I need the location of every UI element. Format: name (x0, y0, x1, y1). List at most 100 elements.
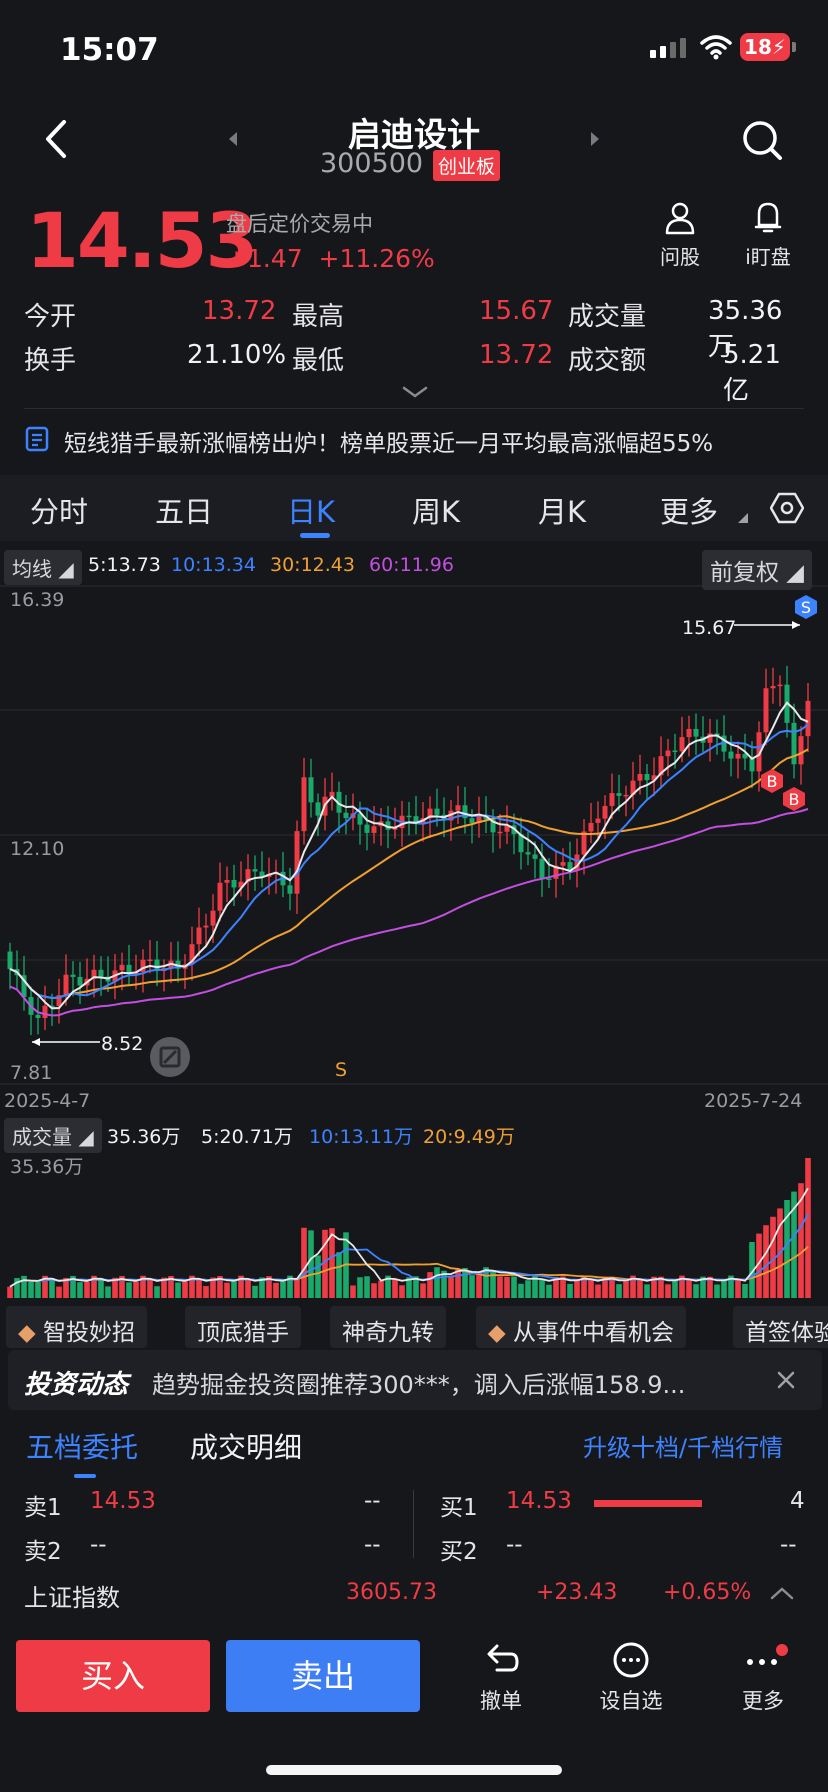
volume-bar (413, 1276, 419, 1298)
invest-news[interactable]: 投资动态 趋势掘金投资圈推荐300***，调入后涨幅158.9... (8, 1350, 822, 1410)
volume-bar (581, 1275, 587, 1298)
candle-body (672, 750, 678, 753)
adjust-selector[interactable]: 前复权 ◢ (702, 550, 812, 590)
volume-bar (301, 1227, 307, 1298)
expand-chevron-icon[interactable] (402, 385, 428, 399)
volume-bar (651, 1276, 657, 1298)
close-icon[interactable] (776, 1370, 796, 1390)
more-dots-icon (747, 1644, 788, 1665)
volume-bar (259, 1277, 265, 1298)
volume-bar (322, 1229, 328, 1298)
candle-body (308, 777, 314, 803)
open-label: 今开 (24, 302, 77, 332)
high-marker-label: 15.67 (682, 617, 737, 639)
chip-event-chance[interactable]: ◆ 从事件中看机会 (476, 1306, 687, 1348)
volume-bar (553, 1276, 559, 1298)
buy-button[interactable]: 买入 (16, 1640, 210, 1712)
volume-selector[interactable]: 成交量 ◢ (4, 1118, 102, 1153)
candle-body (749, 758, 755, 772)
candle-body (91, 969, 97, 979)
add-watchlist-button[interactable]: 设自选 (586, 1640, 676, 1715)
volume-bar (210, 1277, 216, 1298)
chip-top-bottom[interactable]: 顶底猎手 (185, 1306, 301, 1348)
next-stock-icon[interactable] (588, 130, 602, 148)
search-icon[interactable] (740, 118, 786, 164)
volume-bar (21, 1275, 27, 1298)
ma-selector[interactable]: 均线 ◢ (4, 550, 82, 585)
index-ticker[interactable]: 上证指数 3605.73 +23.43 +0.65% (0, 1568, 828, 1618)
monitor-button[interactable]: i盯盘 (740, 200, 796, 270)
amount-value: 5.21亿 (723, 340, 781, 406)
candle-body (238, 881, 244, 888)
tab-monthly-k[interactable]: 月K (538, 495, 587, 529)
volume-bar (168, 1276, 174, 1298)
tab-trade-detail[interactable]: 成交明细 (190, 1431, 303, 1464)
buy1-volume: 4 (790, 1488, 805, 1514)
monitor-label: i盯盘 (745, 245, 791, 269)
volume-chart[interactable]: 35.36万 (0, 1148, 828, 1300)
volume-bar (700, 1276, 706, 1298)
candle-body (777, 684, 783, 687)
volume-bar (280, 1281, 286, 1298)
volume-bar (98, 1278, 104, 1298)
tab-intraday[interactable]: 分时 (30, 495, 89, 529)
volume-bar (189, 1275, 195, 1298)
tab-5day[interactable]: 五日 (155, 495, 214, 529)
candle-body (665, 750, 671, 757)
chip-smart-tips[interactable]: ◆ 智投妙招 (6, 1306, 148, 1348)
draw-tool-button[interactable] (150, 1037, 190, 1077)
signal-badge (795, 595, 817, 619)
chip-first-sign[interactable]: 首签体验 (733, 1306, 828, 1348)
volume-bar (378, 1280, 384, 1298)
prev-stock-icon[interactable] (226, 130, 240, 148)
dropdown-triangle-icon (738, 513, 748, 523)
settings-icon[interactable] (770, 491, 804, 525)
cancel-order-button[interactable]: 撤单 (456, 1640, 546, 1715)
volume-bar (763, 1225, 769, 1298)
volume-bar (56, 1286, 62, 1298)
news-banner[interactable]: 短线猎手最新涨幅榜出炉！榜单股票近一月平均最高涨幅超55% (0, 412, 828, 466)
candle-body (154, 959, 160, 972)
volume-bar (525, 1280, 531, 1298)
quote-stats: 今开 13.72 最高 15.67 成交量 35.36万 换手 21.10% 最… (24, 296, 806, 406)
candle-body (203, 925, 209, 928)
candle-body (406, 815, 412, 818)
signal-badge (761, 769, 783, 793)
volume-bar (490, 1270, 496, 1298)
orderbook: 卖1 14.53 -- 卖2 -- -- 买1 14.53 4 买2 -- -- (0, 1488, 828, 1588)
volume-bar (329, 1228, 335, 1298)
volume-current: 35.36万 (107, 1126, 181, 1148)
chip-magic-nine[interactable]: 神奇九转 (330, 1306, 446, 1348)
trading-state: 盘后定价交易中 (226, 212, 373, 236)
tab-daily-k[interactable]: 日K (287, 495, 336, 529)
volume-bar (140, 1275, 146, 1298)
upgrade-link[interactable]: 升级十档/千档行情 (583, 1434, 784, 1462)
volume-bar (805, 1158, 811, 1298)
volume-bar (616, 1284, 622, 1298)
tab-weekly-k[interactable]: 周K (412, 495, 461, 529)
tab-more[interactable]: 更多 (660, 495, 719, 529)
candle-body (231, 879, 237, 888)
candle-body (728, 751, 734, 759)
tab-five-levels[interactable]: 五档委托 (26, 1431, 139, 1464)
volume-bar (623, 1279, 629, 1298)
ma5-line (9, 701, 809, 1010)
chevron-up-icon[interactable] (770, 1586, 794, 1600)
sell-button[interactable]: 卖出 (226, 1640, 420, 1712)
volume-bar (217, 1276, 223, 1298)
index-value: 3605.73 (346, 1580, 437, 1605)
volume-bar (14, 1278, 20, 1298)
ask-stock-button[interactable]: 问股 (652, 200, 708, 270)
volume-bar (49, 1278, 55, 1298)
candle-body (147, 959, 153, 962)
candle-body (98, 969, 104, 977)
candle-body (189, 944, 195, 965)
sell1-volume: -- (364, 1488, 381, 1514)
volume-bar (441, 1270, 447, 1298)
ma60-value: 60:11.96 (369, 554, 454, 576)
low-marker-label: 8.52 (101, 1033, 144, 1055)
volume-bar (679, 1275, 685, 1298)
back-icon[interactable] (42, 118, 70, 160)
more-button[interactable]: 更多 (718, 1640, 808, 1715)
